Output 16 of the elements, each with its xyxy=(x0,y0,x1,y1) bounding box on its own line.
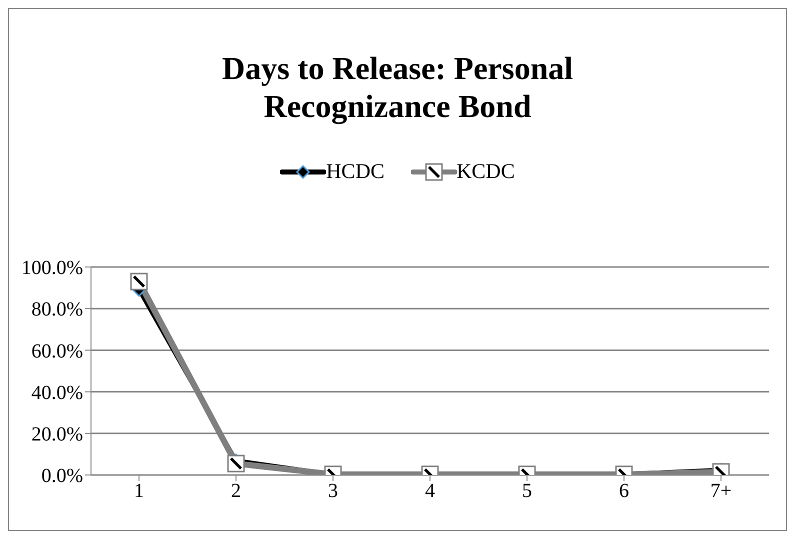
x-tick-label: 4 xyxy=(425,480,435,502)
y-tick-label: 40.0% xyxy=(31,382,83,404)
y-tick-label: 20.0% xyxy=(31,424,83,446)
x-tick-label: 3 xyxy=(328,480,338,502)
y-tick-label: 60.0% xyxy=(31,340,83,362)
x-tick-label: 7+ xyxy=(710,480,732,502)
chart-title: Days to Release: Personal Recognizance Bond xyxy=(220,49,574,125)
y-tick-label: 0.0% xyxy=(41,465,83,488)
x-tick-label: 6 xyxy=(619,480,629,502)
x-tick-label: 2 xyxy=(231,480,241,502)
y-tick-label: 100.0% xyxy=(21,257,83,280)
legend-label: KCDC xyxy=(456,159,515,184)
x-tick-label: 5 xyxy=(522,480,532,502)
y-tick-label: 80.0% xyxy=(31,298,83,321)
legend-label: HCDC xyxy=(325,159,384,184)
x-tick-label: 1 xyxy=(134,480,144,502)
